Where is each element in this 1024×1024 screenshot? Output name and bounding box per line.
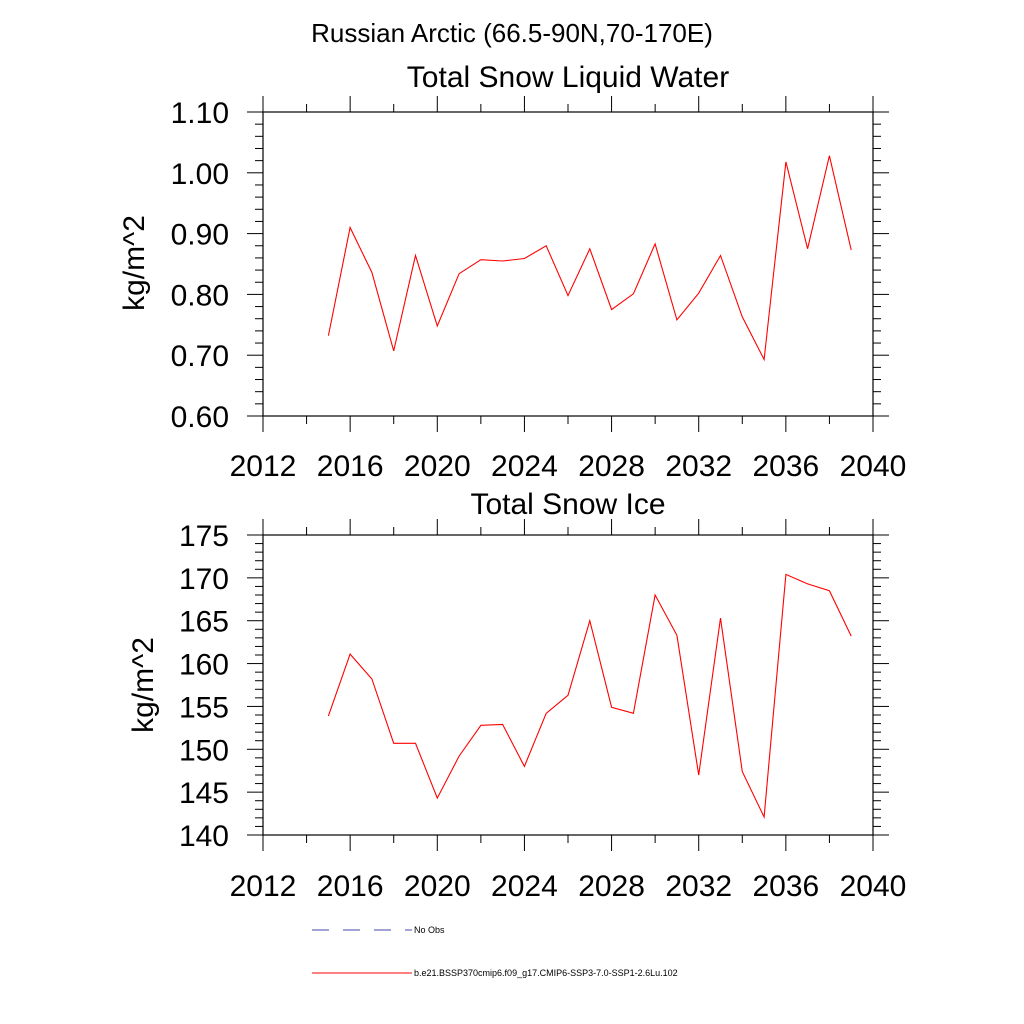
snow-ice-tick-labels: 2012 2016 2020 2024 2028 2032 2036 2040 140 145 15…: [179, 520, 906, 903]
snow-liquid-water-ticks: [247, 96, 889, 432]
snow-liquid-water-x-tick-label: 2032: [665, 450, 732, 483]
snow-liquid-water-plot-frame: [262, 111, 874, 417]
figure-title: Russian Arctic (66.5-90N,70-170E): [311, 18, 713, 48]
snow-ice-panel: Total Snow Ice kg/m^2 2012 2016 2020 2024 20…: [127, 488, 906, 903]
snow-ice-y-tick-label: 140: [179, 820, 229, 853]
snow-liquid-water-ylabel: kg/m^2: [118, 215, 151, 311]
snow-liquid-water-y-tick-label: 0.80: [171, 279, 229, 312]
snow-liquid-water-tick-labels: 2012 2016 2020 2024 2028 2032 2036 2040 0.60 0.70…: [171, 97, 907, 483]
snow-ice-title: Total Snow Ice: [470, 488, 665, 521]
snow-liquid-water-series-line: [327, 155, 852, 362]
snow-ice-series: [327, 573, 852, 820]
snow-ice-x-tick-label: 2028: [578, 870, 645, 903]
snow-liquid-water-title: Total Snow Liquid Water: [407, 61, 729, 94]
snow-ice-y-tick-label: 165: [179, 606, 229, 639]
legend: No Obs b.e21.BSSP370cmip6.f09_g17.CMIP6-…: [312, 925, 678, 978]
snow-ice-y-tick-label: 170: [179, 563, 229, 596]
snow-liquid-water-x-tick-label: 2040: [840, 450, 907, 483]
snow-liquid-water-x-tick-label: 2012: [230, 450, 297, 483]
snow-ice-x-tick-label: 2020: [404, 870, 471, 903]
snow-ice-y-tick-label: 175: [179, 520, 229, 553]
snow-ice-x-tick-label: 2032: [665, 870, 732, 903]
snow-liquid-water-y-tick-label: 1.00: [171, 158, 229, 191]
snow-ice-x-tick-label: 2024: [491, 870, 558, 903]
snow-ice-x-tick-label: 2016: [317, 870, 384, 903]
snow-ice-y-tick-label: 145: [179, 777, 229, 810]
snow-liquid-water-y-tick-label: 0.70: [171, 340, 229, 373]
snow-liquid-water-x-tick-label: 2028: [578, 450, 645, 483]
snow-liquid-water-x-tick-label: 2036: [752, 450, 819, 483]
snow-ice-x-tick-label: 2012: [230, 870, 297, 903]
snow-liquid-water-x-tick-label: 2016: [317, 450, 384, 483]
snow-liquid-water-y-tick-label: 1.10: [171, 97, 229, 130]
snow-liquid-water-series: [327, 155, 852, 362]
snow-ice-x-tick-label: 2040: [840, 870, 907, 903]
legend-obs-label: No Obs: [414, 925, 445, 935]
legend-model-label: b.e21.BSSP370cmip6.f09_g17.CMIP6-SSP3-7.…: [414, 968, 678, 978]
snow-liquid-water-x-tick-label: 2024: [491, 450, 558, 483]
snow-liquid-water-y-tick-label: 0.90: [171, 219, 229, 252]
snow-ice-plot-frame: [262, 534, 874, 836]
snow-ice-ticks: [247, 519, 889, 851]
snow-liquid-water-y-tick-label: 0.60: [171, 401, 229, 434]
snow-ice-x-tick-label: 2036: [752, 870, 819, 903]
snow-ice-series-line: [327, 573, 852, 820]
snow-ice-y-tick-label: 160: [179, 649, 229, 682]
snow-ice-y-tick-label: 150: [179, 734, 229, 767]
snow-liquid-water-panel: Total Snow Liquid Water kg/m^2 2012 2016 2…: [118, 61, 906, 483]
snow-ice-y-tick-label: 155: [179, 691, 229, 724]
snow-ice-ylabel: kg/m^2: [127, 637, 160, 733]
snow-liquid-water-x-tick-label: 2020: [404, 450, 471, 483]
